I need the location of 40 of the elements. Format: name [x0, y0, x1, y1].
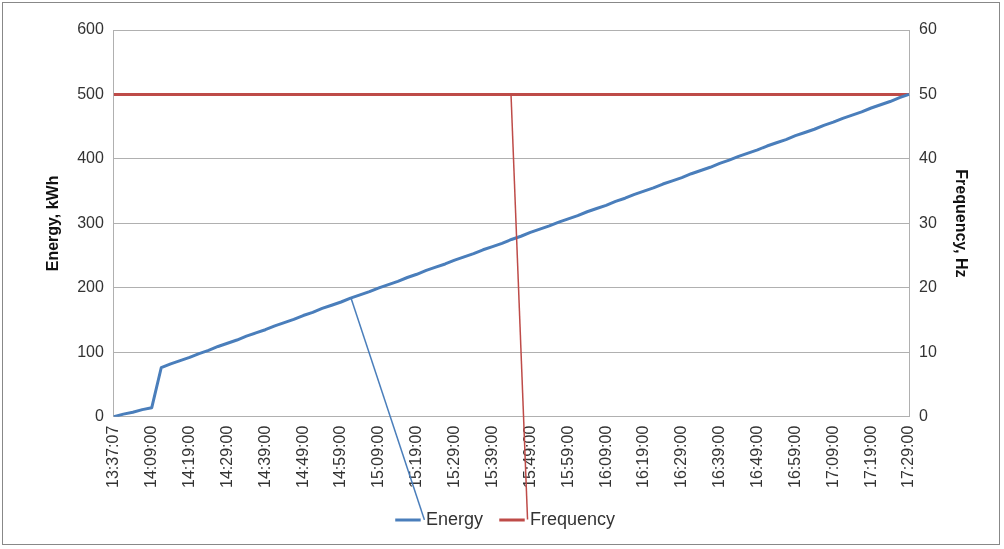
y-tick-label: 300 [77, 213, 104, 231]
legend-label: Frequency [529, 508, 616, 529]
x-tick-label: 17:09:00 [823, 425, 841, 488]
y-tick-label: 400 [77, 149, 104, 167]
x-tick-label: 16:09:00 [596, 425, 614, 488]
y2-tick-label: 60 [919, 20, 937, 38]
x-tick-label: 16:29:00 [672, 425, 690, 488]
y-axis-title: Energy, kWh [44, 175, 62, 272]
x-tick-label: 15:29:00 [445, 425, 463, 488]
x-tick-label: 17:29:00 [899, 425, 917, 488]
y-tick-label: 600 [77, 20, 104, 38]
y2-tick-label: 50 [919, 84, 937, 102]
x-tick-label: 15:39:00 [482, 425, 500, 488]
y-tick-label: 100 [77, 342, 104, 360]
x-tick-label: 13:37:07 [104, 425, 122, 488]
x-tick-label: 15:09:00 [369, 425, 387, 488]
x-tick-label: 16:39:00 [710, 425, 728, 488]
y2-axis-title: Frequency, Hz [952, 169, 970, 278]
x-tick-label: 14:59:00 [331, 425, 349, 488]
x-tick-label: 14:39:00 [255, 425, 273, 488]
x-tick-label: 14:19:00 [180, 425, 198, 488]
y2-tick-label: 30 [919, 213, 937, 231]
x-tick-label: 17:19:00 [861, 425, 879, 488]
x-tick-label: 14:49:00 [293, 425, 311, 488]
legend-label: Energy [425, 508, 484, 529]
y2-tick-label: 20 [919, 278, 937, 296]
x-tick-label: 15:59:00 [558, 425, 576, 488]
y-tick-label: 0 [94, 407, 104, 425]
x-tick-label: 15:49:00 [520, 425, 538, 488]
y2-tick-label: 10 [919, 342, 937, 360]
x-tick-label: 15:19:00 [407, 425, 425, 488]
y-tick-label: 200 [77, 278, 104, 296]
y-tick-label: 500 [77, 84, 104, 102]
y2-tick-label: 40 [919, 149, 937, 167]
x-tick-label: 14:29:00 [217, 425, 235, 488]
x-tick-label: 16:19:00 [634, 425, 652, 488]
y2-tick-label: 0 [919, 407, 928, 425]
x-tick-label: 16:49:00 [747, 425, 765, 488]
x-tick-label: 16:59:00 [785, 425, 803, 488]
x-tick-label: 14:09:00 [142, 425, 160, 488]
